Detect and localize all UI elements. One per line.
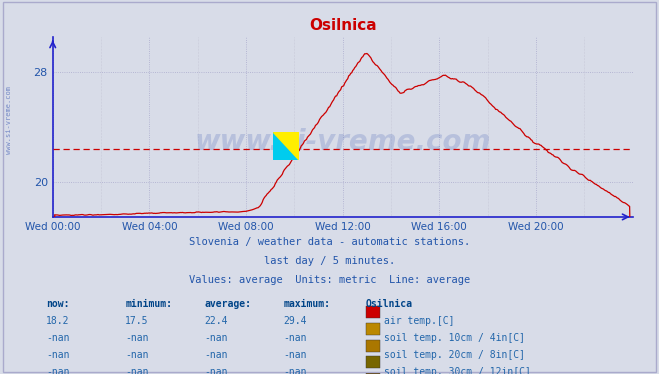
Text: soil temp. 20cm / 8in[C]: soil temp. 20cm / 8in[C]	[384, 350, 525, 360]
Polygon shape	[273, 132, 299, 160]
Text: -nan: -nan	[125, 367, 149, 374]
Text: www.si-vreme.com: www.si-vreme.com	[194, 128, 491, 156]
Text: -nan: -nan	[204, 350, 228, 360]
Text: -nan: -nan	[204, 333, 228, 343]
Text: soil temp. 30cm / 12in[C]: soil temp. 30cm / 12in[C]	[384, 367, 531, 374]
Text: -nan: -nan	[283, 367, 307, 374]
Text: maximum:: maximum:	[283, 299, 330, 309]
Text: -nan: -nan	[46, 367, 70, 374]
Text: Slovenia / weather data - automatic stations.: Slovenia / weather data - automatic stat…	[189, 237, 470, 248]
Text: -nan: -nan	[125, 333, 149, 343]
Text: air temp.[C]: air temp.[C]	[384, 316, 455, 326]
Text: 29.4: 29.4	[283, 316, 307, 326]
Text: Osilnica: Osilnica	[366, 299, 413, 309]
Text: 17.5: 17.5	[125, 316, 149, 326]
Title: Osilnica: Osilnica	[309, 18, 376, 33]
Text: 22.4: 22.4	[204, 316, 228, 326]
Text: -nan: -nan	[46, 333, 70, 343]
Polygon shape	[273, 132, 299, 160]
Text: Values: average  Units: metric  Line: average: Values: average Units: metric Line: aver…	[189, 275, 470, 285]
Text: www.si-vreme.com: www.si-vreme.com	[5, 86, 12, 154]
Text: -nan: -nan	[204, 367, 228, 374]
Text: last day / 5 minutes.: last day / 5 minutes.	[264, 256, 395, 266]
Text: -nan: -nan	[46, 350, 70, 360]
Text: -nan: -nan	[283, 350, 307, 360]
Text: -nan: -nan	[283, 333, 307, 343]
Text: -nan: -nan	[125, 350, 149, 360]
Text: average:: average:	[204, 299, 251, 309]
Text: now:: now:	[46, 299, 70, 309]
Text: minimum:: minimum:	[125, 299, 172, 309]
Text: soil temp. 10cm / 4in[C]: soil temp. 10cm / 4in[C]	[384, 333, 525, 343]
Text: 18.2: 18.2	[46, 316, 70, 326]
